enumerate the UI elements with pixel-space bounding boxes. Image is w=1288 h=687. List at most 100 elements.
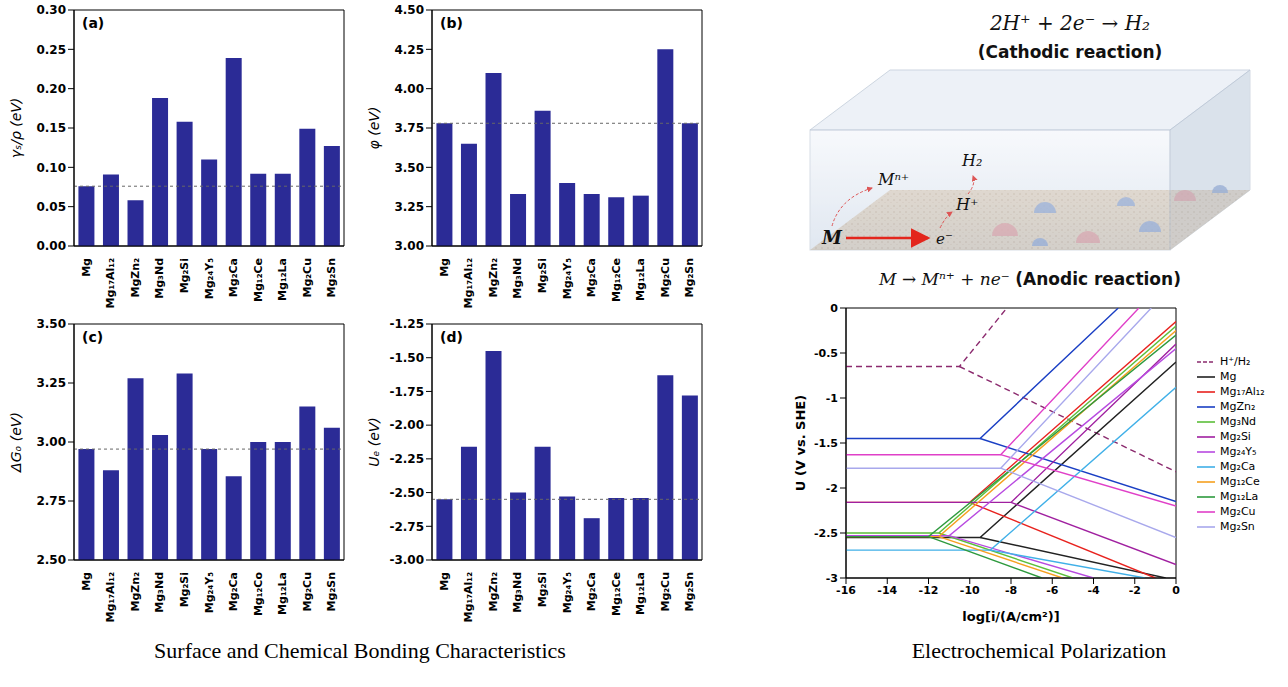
- svg-text:H₂: H₂: [961, 151, 982, 170]
- svg-text:e⁻: e⁻: [936, 230, 953, 248]
- svg-text:4.25: 4.25: [394, 43, 424, 57]
- svg-text:Mg₁₇Al₁₂: Mg₁₇Al₁₂: [104, 572, 117, 623]
- svg-text:-1.25: -1.25: [389, 317, 424, 331]
- svg-text:-2.50: -2.50: [389, 486, 424, 500]
- svg-text:0.25: 0.25: [36, 43, 66, 57]
- svg-text:-3.00: -3.00: [389, 553, 424, 567]
- svg-text:2.75: 2.75: [36, 494, 66, 508]
- svg-text:Mg₁₇Al₁₂: Mg₁₇Al₁₂: [462, 258, 475, 309]
- svg-text:Mg₂Cu: Mg₂Cu: [301, 572, 314, 612]
- svg-text:-1.75: -1.75: [389, 385, 424, 399]
- svg-text:Mg₂Si: Mg₂Si: [536, 572, 549, 607]
- svg-text:Mg₁₂La: Mg₁₂La: [276, 258, 289, 301]
- svg-text:Mg₂Sn: Mg₂Sn: [325, 572, 338, 611]
- svg-text:4.00: 4.00: [394, 82, 424, 96]
- svg-text:-2.25: -2.25: [389, 452, 424, 466]
- svg-text:H⁺: H⁺: [955, 195, 978, 214]
- svg-text:-1.50: -1.50: [389, 351, 424, 365]
- svg-text:0: 0: [830, 302, 838, 315]
- svg-text:MgZn₂: MgZn₂: [487, 258, 500, 298]
- svg-text:Mg: Mg: [80, 258, 93, 277]
- svg-text:Mg₂₄Y₅: Mg₂₄Y₅: [561, 572, 574, 613]
- svg-text:0: 0: [1172, 584, 1180, 597]
- svg-text:M → Mⁿ⁺ + ne⁻ (Anodic reaction: M → Mⁿ⁺ + ne⁻ (Anodic reaction): [878, 269, 1181, 289]
- svg-text:0.30: 0.30: [36, 3, 66, 17]
- svg-text:Mg₁₇Al₁₂: Mg₁₇Al₁₂: [462, 572, 475, 623]
- svg-text:-1: -1: [826, 392, 838, 405]
- svg-text:2.50: 2.50: [36, 553, 66, 567]
- svg-text:Uₑ (eV): Uₑ (eV): [366, 417, 382, 467]
- svg-text:Mg₂Si: Mg₂Si: [178, 258, 191, 293]
- svg-text:3.25: 3.25: [36, 376, 66, 390]
- svg-text:Mg₂Si: Mg₂Si: [536, 258, 549, 293]
- svg-text:-2: -2: [1129, 584, 1141, 597]
- svg-text:0.05: 0.05: [36, 200, 66, 214]
- svg-text:Mg₁₂La: Mg₁₂La: [634, 572, 647, 615]
- svg-text:Mg: Mg: [438, 258, 451, 277]
- svg-text:Mg₁₂Co: Mg₁₂Co: [252, 572, 265, 617]
- svg-text:γₛ/ρ (eV): γₛ/ρ (eV): [8, 98, 24, 159]
- svg-text:Mg₂Cu: Mg₂Cu: [301, 258, 314, 298]
- svg-text:-16: -16: [836, 584, 856, 597]
- svg-text:Mg₁₂Ce: Mg₁₂Ce: [610, 572, 623, 616]
- svg-text:-2.5: -2.5: [814, 527, 838, 540]
- svg-text:Mg₂Ca: Mg₂Ca: [585, 258, 598, 297]
- svg-text:MgZn₂: MgZn₂: [129, 258, 142, 298]
- svg-text:(Cathodic reaction): (Cathodic reaction): [978, 42, 1163, 62]
- svg-text:3.00: 3.00: [394, 239, 424, 253]
- svg-text:Mg₂Ca: Mg₂Ca: [585, 572, 598, 611]
- svg-text:Mg₂Ca: Mg₂Ca: [227, 572, 240, 611]
- svg-text:0.15: 0.15: [36, 121, 66, 135]
- svg-text:-14: -14: [877, 584, 897, 597]
- svg-text:-8: -8: [1005, 584, 1017, 597]
- svg-text:4.50: 4.50: [394, 3, 424, 17]
- svg-text:Mg₃Nd: Mg₃Nd: [153, 572, 166, 613]
- svg-text:Mg₃Nd: Mg₃Nd: [511, 258, 524, 299]
- svg-text:3.50: 3.50: [36, 317, 66, 331]
- svg-text:Mg₂₄Y₅: Mg₂₄Y₅: [561, 258, 574, 299]
- svg-text:U (V vs. SHE): U (V vs. SHE): [793, 395, 808, 491]
- svg-text:Mg₂₄Y₅: Mg₂₄Y₅: [203, 572, 216, 613]
- svg-text:-6: -6: [1046, 584, 1059, 597]
- svg-text:3.00: 3.00: [36, 435, 66, 449]
- svg-text:MgZn₂: MgZn₂: [129, 572, 142, 612]
- svg-text:φ (eV): φ (eV): [366, 107, 382, 150]
- svg-text:Mg: Mg: [80, 572, 93, 591]
- svg-text:Mg₂Si: Mg₂Si: [178, 572, 191, 607]
- svg-text:Mg₁₂Ce: Mg₁₂Ce: [610, 258, 623, 302]
- svg-text:0.10: 0.10: [36, 161, 66, 175]
- svg-text:3.75: 3.75: [394, 121, 424, 135]
- svg-text:2H⁺ + 2e⁻ → H₂: 2H⁺ + 2e⁻ → H₂: [989, 11, 1150, 35]
- svg-text:Mg₁₇Al₁₂: Mg₁₇Al₁₂: [104, 258, 117, 309]
- svg-text:Mg: Mg: [438, 572, 451, 591]
- svg-text:3.50: 3.50: [394, 161, 424, 175]
- svg-text:-2.75: -2.75: [389, 520, 424, 534]
- svg-text:-10: -10: [960, 584, 980, 597]
- svg-text:Mg₂Sn: Mg₂Sn: [325, 258, 338, 297]
- svg-text:-0.5: -0.5: [814, 347, 838, 360]
- svg-text:Mg₁₂La: Mg₁₂La: [634, 258, 647, 301]
- svg-text:3.25: 3.25: [394, 200, 424, 214]
- svg-text:Mg₂Cu: Mg₂Cu: [659, 258, 672, 298]
- svg-text:ΔGₒ (eV): ΔGₒ (eV): [8, 412, 24, 473]
- svg-text:Mg₃Nd: Mg₃Nd: [511, 572, 524, 613]
- svg-text:Mg₃Nd: Mg₃Nd: [153, 258, 166, 299]
- svg-text:-4: -4: [1087, 584, 1100, 597]
- svg-text:0.20: 0.20: [36, 82, 66, 96]
- svg-text:0.00: 0.00: [36, 239, 66, 253]
- svg-text:-2: -2: [826, 482, 838, 495]
- svg-text:-2.00: -2.00: [389, 418, 424, 432]
- svg-text:Mg₂Ca: Mg₂Ca: [227, 258, 240, 297]
- svg-text:Mg₂Cu: Mg₂Cu: [659, 572, 672, 612]
- svg-text:-12: -12: [919, 584, 939, 597]
- svg-text:Mg₂Sn: Mg₂Sn: [683, 572, 696, 611]
- svg-text:log[i/(A/cm²)]: log[i/(A/cm²)]: [962, 609, 1059, 624]
- svg-text:Mⁿ⁺: Mⁿ⁺: [877, 170, 909, 189]
- svg-text:Mg₂Sn: Mg₂Sn: [683, 258, 696, 297]
- svg-text:Mg₂₄Y₅: Mg₂₄Y₅: [203, 258, 216, 299]
- svg-text:-1.5: -1.5: [814, 437, 838, 450]
- svg-text:-3: -3: [826, 572, 838, 585]
- svg-text:M: M: [821, 227, 843, 248]
- svg-text:MgZn₂: MgZn₂: [487, 572, 500, 612]
- svg-text:Mg₁₂La: Mg₁₂La: [276, 572, 289, 615]
